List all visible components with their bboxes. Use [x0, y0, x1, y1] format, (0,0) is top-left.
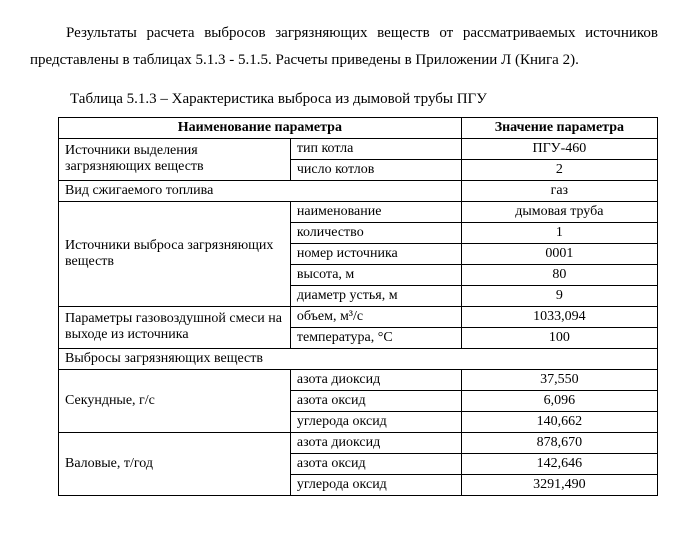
cell-gross-co-label: углерода оксид	[290, 474, 461, 495]
cell-sec-co-label: углерода оксид	[290, 411, 461, 432]
emissions-table: Наименование параметра Значение параметр…	[58, 117, 658, 496]
cell-gross-label: Валовые, т/год	[59, 432, 291, 495]
cell-name-label: наименование	[290, 201, 461, 222]
cell-gross-no2-value: 878,670	[461, 432, 657, 453]
cell-diameter-value: 9	[461, 285, 657, 306]
cell-fuel-value: газ	[461, 180, 657, 201]
table-caption: Таблица 5.1.3 – Характеристика выброса и…	[70, 88, 658, 111]
cell-boiler-type-value: ПГУ-460	[461, 138, 657, 159]
cell-sec-no2-label: азота диоксид	[290, 369, 461, 390]
cell-height-label: высота, м	[290, 264, 461, 285]
cell-temp-value: 100	[461, 327, 657, 348]
cell-sec-no-label: азота оксид	[290, 390, 461, 411]
cell-emissions-header: Выбросы загрязняющих веществ	[59, 348, 658, 369]
header-param-value: Значение параметра	[461, 117, 657, 138]
cell-gross-co-value: 3291,490	[461, 474, 657, 495]
cell-src-out: Источники выброса загрязняющих веществ	[59, 201, 291, 306]
cell-boiler-count-label: число котлов	[290, 159, 461, 180]
table-header-row: Наименование параметра Значение параметр…	[59, 117, 658, 138]
cell-qty-value: 1	[461, 222, 657, 243]
table-row: Выбросы загрязняющих веществ	[59, 348, 658, 369]
cell-gross-no2-label: азота диоксид	[290, 432, 461, 453]
table-row: Источники выделения загрязняющих веществ…	[59, 138, 658, 159]
intro-paragraph: Результаты расчета выбросов загрязняющих…	[30, 20, 658, 74]
cell-sec-co-value: 140,662	[461, 411, 657, 432]
cell-fuel-label: Вид сжигаемого топлива	[59, 180, 462, 201]
cell-qty-label: количество	[290, 222, 461, 243]
cell-gross-no-value: 142,646	[461, 453, 657, 474]
table-row: Секундные, г/с азота диоксид 37,550	[59, 369, 658, 390]
cell-gross-no-label: азота оксид	[290, 453, 461, 474]
cell-boiler-count-value: 2	[461, 159, 657, 180]
cell-sec-no2-value: 37,550	[461, 369, 657, 390]
header-param-name: Наименование параметра	[59, 117, 462, 138]
table-row: Вид сжигаемого топлива газ	[59, 180, 658, 201]
cell-sec-label: Секундные, г/с	[59, 369, 291, 432]
cell-src-emit: Источники выделения загрязняющих веществ	[59, 138, 291, 180]
cell-sec-no-value: 6,096	[461, 390, 657, 411]
cell-name-value: дымовая труба	[461, 201, 657, 222]
cell-boiler-type-label: тип котла	[290, 138, 461, 159]
cell-srcnum-label: номер источника	[290, 243, 461, 264]
cell-volume-value: 1033,094	[461, 306, 657, 327]
cell-volume-label: объем, м³/с	[290, 306, 461, 327]
cell-temp-label: температура, °С	[290, 327, 461, 348]
table-row: Валовые, т/год азота диоксид 878,670	[59, 432, 658, 453]
cell-gasair: Параметры газовоздушной смеси на выходе …	[59, 306, 291, 348]
cell-diameter-label: диаметр устья, м	[290, 285, 461, 306]
cell-srcnum-value: 0001	[461, 243, 657, 264]
cell-height-value: 80	[461, 264, 657, 285]
table-row: Параметры газовоздушной смеси на выходе …	[59, 306, 658, 327]
table-row: Источники выброса загрязняющих веществ н…	[59, 201, 658, 222]
